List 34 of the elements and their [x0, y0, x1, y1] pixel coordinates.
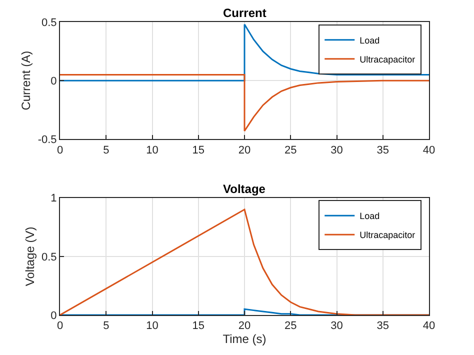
x-tick-label: 40 — [422, 320, 436, 332]
legend-label: Load — [360, 35, 380, 46]
x-tick-label: 25 — [284, 320, 297, 332]
legend-label: Load — [360, 211, 380, 222]
x-tick-label: 15 — [192, 320, 205, 332]
x-tick-label: 35 — [376, 320, 390, 332]
x-tick-label: 20 — [238, 320, 251, 332]
x-tick-label: 15 — [192, 144, 205, 156]
y-axis-title: Voltage (V) — [22, 226, 37, 286]
line-series — [60, 208, 429, 315]
x-tick-label: 25 — [284, 144, 297, 156]
line-series — [60, 24, 429, 82]
y-tick-label: 0 — [50, 310, 57, 322]
y-tick-label: 1 — [50, 192, 57, 205]
x-axis-title: Time (s) — [222, 332, 266, 346]
x-tick-label: 10 — [146, 144, 158, 156]
x-tick-label: 5 — [103, 320, 110, 332]
chart-title: Current — [223, 6, 266, 20]
x-tick-label: 40 — [422, 144, 436, 156]
y-tick-label: 0.5 — [42, 251, 57, 264]
y-tick-label: -0.5 — [38, 134, 57, 146]
y-axis-title: Current (A) — [19, 50, 34, 110]
y-tick-label: 0 — [50, 75, 57, 88]
x-tick-label: 5 — [103, 144, 110, 156]
y-tick-label: 0.5 — [42, 16, 57, 29]
x-tick-label: 35 — [376, 144, 390, 156]
legend-label: Ultracapacitor — [360, 54, 416, 64]
x-tick-label: 10 — [146, 320, 158, 332]
legend-label: Ultracapacitor — [360, 230, 416, 240]
x-tick-label: 30 — [330, 144, 343, 156]
line-series — [60, 74, 429, 132]
chart-title: Voltage — [223, 182, 266, 196]
x-tick-label: 30 — [330, 320, 343, 332]
x-tick-label: 20 — [238, 144, 251, 156]
